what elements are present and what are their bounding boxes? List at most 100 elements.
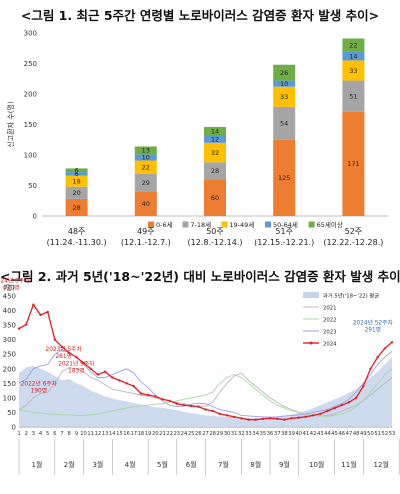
series-point-2024	[326, 409, 329, 413]
series-point-2024	[154, 395, 157, 398]
x-tick-label: 1	[17, 431, 20, 437]
bar-segment-2-5	[134, 146, 157, 155]
annotation-label: 2023년 5주차	[46, 345, 83, 353]
legend-label: 65세이상	[317, 220, 343, 229]
y-tick-label: 250	[24, 60, 37, 68]
legend-label: 0-6세	[156, 220, 173, 229]
x-tick-label: 7	[60, 431, 63, 437]
bar-segment-5-4	[342, 51, 365, 61]
x-tick-label: 14	[109, 431, 116, 437]
bar-value-label: 22	[349, 42, 357, 50]
series-point-2024	[111, 376, 114, 379]
series-point-2024	[46, 310, 49, 314]
x-tick-label: 35	[260, 431, 267, 437]
month-label: 3월	[92, 460, 103, 469]
series-point-2024	[383, 347, 387, 350]
x-tick-label: 22	[166, 431, 173, 437]
x-tick-label: 11	[87, 431, 94, 437]
series-point-2024	[268, 417, 272, 420]
x-tick-label: 27	[202, 431, 209, 437]
x-tick-label: 29	[217, 431, 224, 437]
figure1-title: <그림 1. 최근 5주간 연령별 노로바이러스 감염증 환자 발생 추이>	[20, 8, 380, 23]
series-point-2024	[240, 417, 243, 420]
month-label: 4월	[125, 460, 136, 469]
series-point-2024	[39, 313, 42, 317]
series-point-2024	[82, 361, 85, 365]
bar-value-label: 6	[75, 167, 79, 175]
x-tick-label: 21	[159, 431, 166, 437]
figure2-title: <그림 2. 과거 5년('18~'22년) 대비 노로바이러스 감염증 환자 …	[0, 269, 400, 284]
bar-segment-1-1	[65, 198, 88, 216]
bar-value-label: 12	[211, 135, 219, 143]
y-axis-label: 신고환자 수(명)	[6, 101, 15, 148]
x-tick-label: 9	[75, 431, 78, 437]
x-tick-label: 17	[130, 431, 137, 437]
bar-segment-3-4	[204, 135, 226, 143]
bar-segment-1-4	[65, 172, 88, 176]
y-tick-label: 0	[33, 213, 37, 221]
y-tick-label: 100	[3, 394, 16, 402]
bar-segment-5-3	[342, 60, 365, 81]
x-category-sublabel: (12.8.-12.14.)	[188, 238, 243, 247]
y-tick-label: 150	[24, 121, 37, 129]
y-tick-label: 0	[12, 424, 16, 432]
legend-label: 2021	[323, 306, 336, 312]
series-point-2024	[75, 355, 78, 359]
x-tick-label: 51	[374, 431, 381, 437]
bar-value-label: 125	[278, 174, 290, 182]
legend-label: 2024	[323, 342, 337, 348]
y-tick-label: 200	[24, 91, 37, 99]
x-tick-label: 8	[68, 431, 71, 437]
x-tick-label: 28	[209, 431, 216, 437]
series-line-2023	[18, 349, 393, 418]
y-tick-label: 400	[3, 307, 16, 315]
series-point-2024	[24, 323, 28, 326]
x-tick-label: 26	[195, 431, 202, 437]
series-point-2024	[232, 415, 236, 419]
annotation-value: 183명	[68, 367, 84, 375]
bar-value-label: 10	[142, 154, 150, 162]
bar-value-label: 10	[280, 80, 288, 88]
annotation-label: 2024년 52주차	[353, 318, 394, 326]
series-point-2024	[283, 418, 286, 421]
annotation-value: 291명	[365, 325, 381, 333]
series-point-2024	[225, 414, 229, 417]
x-category-sublabel: (11.24.-11.30.)	[47, 238, 107, 247]
month-label: 12월	[374, 460, 389, 469]
series-point-2024	[347, 401, 351, 404]
x-tick-label: 33	[245, 431, 252, 437]
x-tick-label: 52	[382, 431, 389, 437]
x-tick-label: 15	[116, 431, 123, 437]
bar-value-label: 28	[72, 204, 80, 212]
bar-segment-5-5	[342, 38, 365, 52]
series-point-2024	[168, 399, 171, 402]
series-point-2024	[204, 408, 207, 411]
x-tick-label: 37	[274, 431, 281, 437]
x-category-sublabel: (12.1.-12.7.)	[121, 238, 171, 247]
bar-segment-2-2	[134, 173, 157, 192]
y-tick-label: 300	[3, 336, 16, 344]
bar-value-label: 33	[349, 67, 357, 75]
x-tick-label: 20	[152, 431, 159, 437]
bar-value-label: 29	[142, 179, 150, 187]
series-point-2024	[211, 409, 214, 413]
x-tick-label: 39	[288, 431, 295, 437]
bar-segment-5-1	[342, 111, 365, 216]
series-point-2024	[32, 303, 35, 306]
y-unit-label: (명)	[3, 283, 15, 292]
legend-label: 2022	[323, 318, 336, 324]
bar-segment-4-3	[273, 86, 296, 107]
bar-value-label: 40	[142, 200, 150, 208]
series-point-2024	[103, 370, 107, 373]
bar-segment-5-2	[342, 80, 365, 112]
bar-segment-4-1	[273, 139, 296, 216]
x-category-sublabel: (12.22.-12.28.)	[323, 238, 383, 247]
series-point-2024	[376, 355, 379, 359]
x-tick-label: 40	[295, 431, 302, 437]
bar-segment-2-1	[134, 191, 157, 216]
month-label: 11월	[341, 460, 356, 469]
bar-value-label: 26	[280, 69, 288, 77]
legend-swatch	[265, 221, 271, 228]
y-tick-label: 300	[24, 30, 37, 38]
